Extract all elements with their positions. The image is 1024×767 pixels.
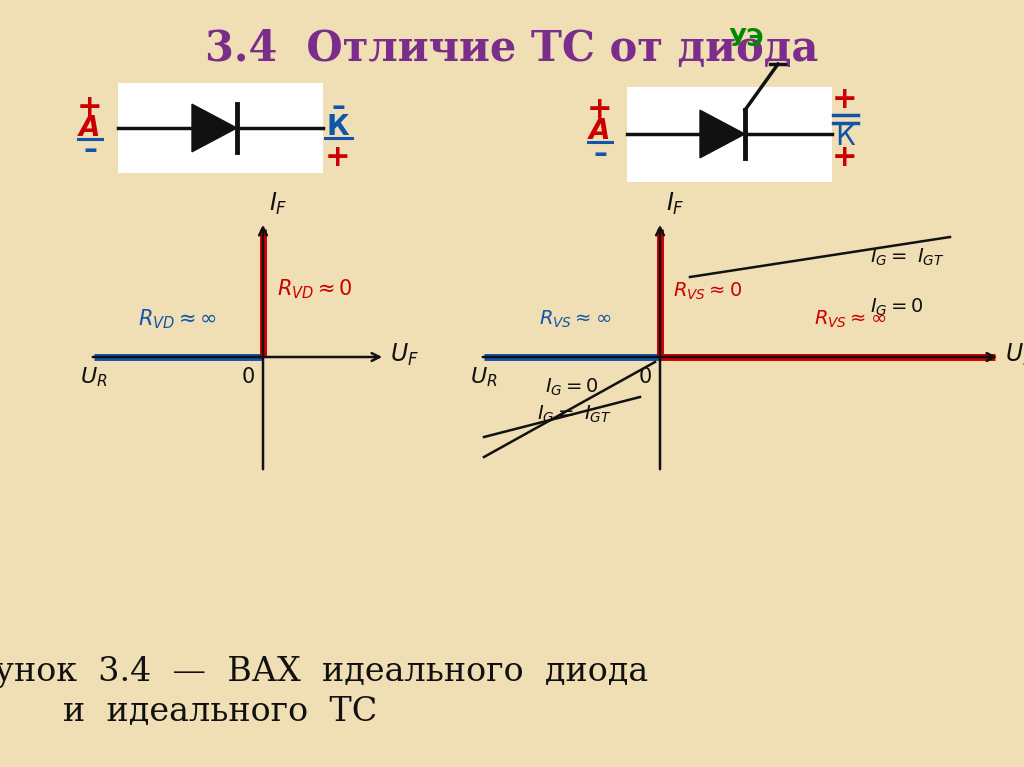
Bar <box>118 83 323 173</box>
Text: –: – <box>331 93 345 121</box>
Polygon shape <box>193 104 237 152</box>
Text: +: + <box>587 94 612 123</box>
Text: $R_{VS}{\approx}0$: $R_{VS}{\approx}0$ <box>674 281 742 301</box>
Text: А: А <box>79 114 100 142</box>
Text: $R_{VS}{\approx}\infty$: $R_{VS}{\approx}\infty$ <box>539 308 611 330</box>
Text: и  идеального  ТС: и идеального ТС <box>62 696 377 728</box>
Text: УЭ: УЭ <box>728 27 764 51</box>
Text: $I_G{=}0$: $I_G{=}0$ <box>870 296 924 318</box>
Text: $U_F$: $U_F$ <box>390 342 419 368</box>
Text: К: К <box>327 113 349 141</box>
Text: +: + <box>77 93 102 121</box>
Text: $I_G{=}0$: $I_G{=}0$ <box>545 377 599 397</box>
Bar <box>627 87 831 182</box>
Text: 3.4  Отличие ТС от диода: 3.4 Отличие ТС от диода <box>206 28 818 70</box>
Text: $U_R$: $U_R$ <box>80 365 108 389</box>
Text: $I_G{=}\ I_{GT}$: $I_G{=}\ I_{GT}$ <box>870 246 945 268</box>
Text: –: – <box>83 136 97 164</box>
Text: $R_{VD}{\approx}0$: $R_{VD}{\approx}0$ <box>278 277 353 301</box>
Text: +: + <box>833 84 858 114</box>
Text: $R_{VD}{\approx}\infty$: $R_{VD}{\approx}\infty$ <box>138 308 217 331</box>
Text: +: + <box>833 143 858 172</box>
Text: +: + <box>326 143 351 172</box>
Text: 0: 0 <box>242 367 255 387</box>
Text: $I_F$: $I_F$ <box>269 191 288 217</box>
Text: А: А <box>589 117 610 145</box>
Text: 0: 0 <box>638 367 651 387</box>
Polygon shape <box>700 110 744 158</box>
Text: $R_{VS}{\approx}\infty$: $R_{VS}{\approx}\infty$ <box>814 308 886 330</box>
Text: $I_F$: $I_F$ <box>666 191 685 217</box>
Text: $U_F$: $U_F$ <box>1005 342 1024 368</box>
Text: Рисунок  3.4  —  ВАХ  идеального  диода: Рисунок 3.4 — ВАХ идеального диода <box>0 656 648 688</box>
Text: –: – <box>593 140 607 168</box>
Text: $I_G{=}\ I_{GT}$: $I_G{=}\ I_{GT}$ <box>537 403 611 425</box>
Text: $U_R$: $U_R$ <box>470 365 498 389</box>
Text: К: К <box>836 123 855 151</box>
